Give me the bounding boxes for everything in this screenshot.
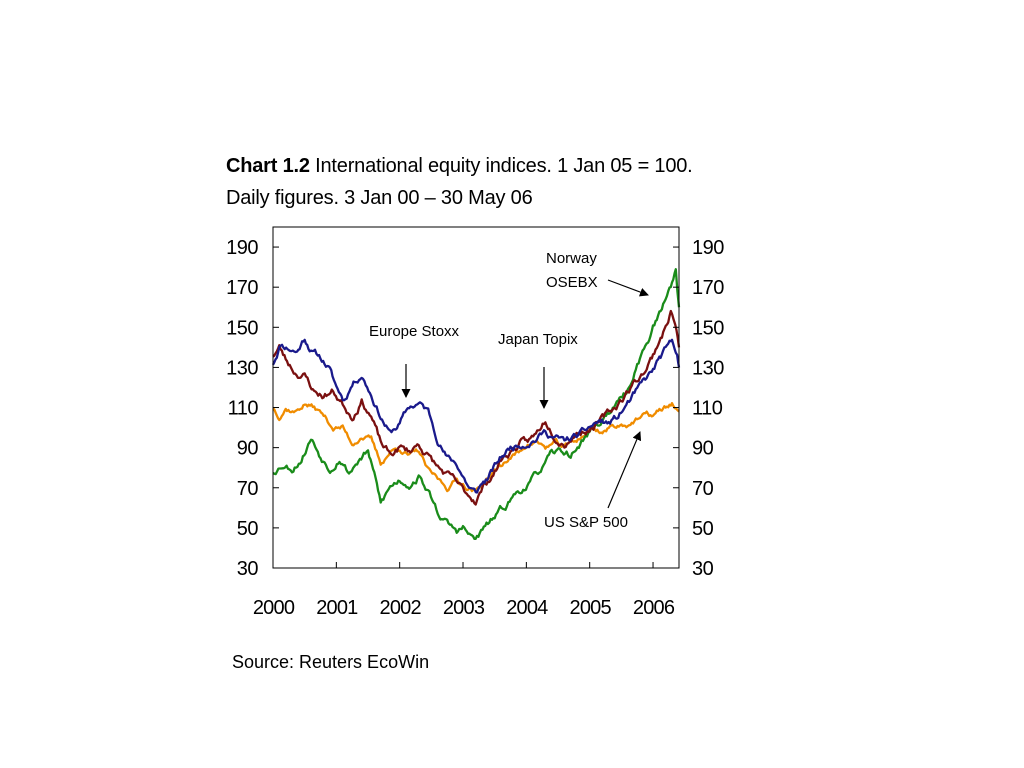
plot-frame (272, 226, 680, 569)
y-tick-label-right: 110 (692, 398, 723, 420)
x-tick-label: 2004 (506, 597, 548, 619)
y-tick-label-right: 70 (692, 478, 714, 500)
annotation-norway-line2: OSEBX (546, 274, 598, 291)
chart-title: Chart 1.2 International equity indices. … (226, 150, 786, 214)
chart-title-line2: Daily figures. 3 Jan 00 – 30 May 06 (226, 187, 533, 209)
y-tick-label-right: 170 (692, 277, 724, 299)
y-tick-label-left: 150 (226, 317, 258, 339)
annotation-europe: Europe Stoxx (369, 323, 460, 340)
axes: 30 30 50 50 70 70 90 90 110 110 130 130 150 150 170 170… (226, 237, 725, 619)
x-tick-label: 2006 (633, 597, 675, 619)
y-tick-label-right: 150 (692, 317, 724, 339)
y-tick-label-left: 190 (226, 237, 258, 259)
annotations: Norway OSEBX Europe Stoxx Japan Topix US… (369, 250, 649, 531)
chart-title-line1: Chart 1.2 International equity indices. … (226, 150, 786, 182)
y-tick-label-left: 50 (237, 518, 259, 540)
annotation-us: US S&P 500 (544, 514, 628, 531)
y-tick-label-left: 30 (237, 558, 259, 580)
x-tick-label: 2001 (316, 597, 358, 619)
y-tick-label-left: 110 (228, 398, 259, 420)
y-tick-label-left: 90 (237, 438, 259, 460)
annotation-norway-arrow (607, 279, 649, 297)
x-tick-label: 2003 (443, 597, 485, 619)
series-line-europe-stoxx (272, 309, 681, 506)
x-tick-label: 2005 (570, 597, 612, 619)
annotation-japan: Japan Topix (498, 331, 578, 348)
source-note: Source: Reuters EcoWin (232, 652, 430, 672)
y-tick-label-right: 130 (692, 357, 724, 379)
x-tick-label: 2002 (380, 597, 422, 619)
y-tick-label-right: 90 (692, 438, 714, 460)
y-tick-label-right: 30 (692, 558, 714, 580)
y-tick-label-left: 170 (226, 277, 258, 299)
chart-title-text: International equity indices. 1 Jan 05 =… (315, 155, 693, 177)
annotation-us-arrow (607, 431, 642, 509)
y-tick-label-right: 190 (692, 237, 724, 259)
x-tick-label: 2000 (253, 597, 295, 619)
series-line-japan-topix (271, 338, 681, 494)
y-tick-label-left: 70 (237, 478, 259, 500)
y-tick-label-right: 50 (692, 518, 714, 540)
chart-number: Chart 1.2 (226, 155, 310, 177)
plot-lines (271, 268, 681, 541)
annotation-norway-line1: Norway (546, 250, 597, 267)
y-tick-label-left: 130 (226, 357, 258, 379)
